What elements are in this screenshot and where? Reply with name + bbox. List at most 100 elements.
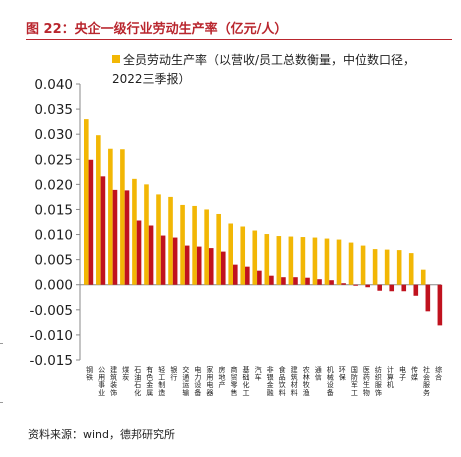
bar-series-b xyxy=(353,284,358,286)
bar-labor-productivity xyxy=(324,238,330,285)
y-tick-label: 0.035 xyxy=(34,102,73,118)
y-tick-label: 0.015 xyxy=(34,202,73,218)
legend-swatch xyxy=(112,55,120,63)
bar-labor-productivity xyxy=(396,250,402,285)
bar-series-b xyxy=(389,284,395,292)
x-tick-label: 综合 xyxy=(435,365,442,382)
x-tick-label: 计算机 xyxy=(387,365,394,389)
bar-labor-productivity xyxy=(276,236,282,285)
x-tick-label: 交通运输 xyxy=(182,365,189,397)
x-tick-label: 房地产 xyxy=(218,365,225,389)
bar-series-b xyxy=(437,284,443,326)
x-tick-label: 纺织服饰 xyxy=(375,365,382,397)
margin-mark xyxy=(0,343,3,344)
y-tick-label: 0.020 xyxy=(34,177,73,193)
x-tick-label: 有色金属 xyxy=(146,365,153,397)
bar-labor-productivity xyxy=(216,213,221,285)
x-tick-label: 家用电器 xyxy=(206,365,213,397)
x-tick-label: 医药生物 xyxy=(363,366,370,397)
bar-labor-productivity xyxy=(156,194,161,285)
bar-series-b xyxy=(160,235,166,285)
y-tick-label: 0.040 xyxy=(34,77,73,93)
chart-title: 图 22：央企一级行业劳动生产率（亿元/人） xyxy=(26,22,288,37)
x-tick-label: 传媒 xyxy=(411,365,418,382)
bar-series-b xyxy=(208,248,214,285)
bar-series-b xyxy=(100,176,106,285)
y-tick-label: 0.000 xyxy=(34,278,73,294)
bar-series-b xyxy=(257,270,262,285)
y-tick-label: -0.005 xyxy=(29,303,73,319)
bar-series-b xyxy=(112,189,118,285)
bar-labor-productivity xyxy=(288,236,294,285)
bar-labor-productivity xyxy=(108,148,113,285)
x-tick-label: 公用事业 xyxy=(98,366,105,397)
bar-labor-productivity xyxy=(312,237,318,285)
bar-series-b xyxy=(329,280,334,285)
bar-series-b xyxy=(305,277,310,285)
bar-labor-productivity xyxy=(132,178,137,285)
bar-labor-productivity xyxy=(384,249,390,285)
bar-labor-productivity xyxy=(144,184,149,285)
bar-labor-productivity xyxy=(348,242,354,285)
x-tick-label: 钢铁 xyxy=(86,365,93,382)
y-tick-label: 0.025 xyxy=(34,152,73,168)
bar-series-b xyxy=(88,159,94,285)
bar-series-b xyxy=(413,284,419,296)
bar-series-b xyxy=(341,283,346,285)
bar-labor-productivity xyxy=(204,209,209,285)
bar-labor-productivity xyxy=(360,245,366,285)
bar-series-b xyxy=(281,277,286,285)
x-tick-label: 电子 xyxy=(399,365,406,382)
bar-series-b xyxy=(365,284,370,288)
bar-series-b xyxy=(401,284,407,292)
x-tick-label: 建筑装饰 xyxy=(110,365,117,397)
bar-labor-productivity xyxy=(84,119,89,285)
bar-series-b xyxy=(184,245,190,285)
bar-labor-productivity xyxy=(228,223,233,285)
bar-series-b xyxy=(233,264,238,285)
margin-mark xyxy=(0,402,3,403)
x-tick-label: 汽车 xyxy=(255,365,262,382)
bar-labor-productivity xyxy=(120,149,125,285)
x-tick-label: 农林牧渔 xyxy=(303,365,310,397)
bar-series-b xyxy=(317,279,322,285)
x-tick-label: 基础化工 xyxy=(243,365,250,397)
bar-series-b xyxy=(220,251,226,285)
bar-labor-productivity xyxy=(168,196,173,285)
bar-labor-productivity xyxy=(180,204,185,285)
x-tick-label: 银行 xyxy=(170,365,177,382)
bar-series-b xyxy=(136,220,142,285)
x-tick-label: 非银金融 xyxy=(267,365,274,397)
x-tick-label: 煤炭 xyxy=(122,365,129,382)
bar-labor-productivity xyxy=(252,230,258,285)
y-tick-label: 0.030 xyxy=(34,127,73,143)
bar-series-b xyxy=(293,277,298,285)
x-tick-label: 环保 xyxy=(339,366,346,382)
legend-label: 全员劳动生产率（以营收/员工总数衡量，中位数口径，2022三季报） xyxy=(112,53,416,86)
x-tick-label: 电力设备 xyxy=(194,365,201,397)
bar-labor-productivity xyxy=(300,237,306,285)
bar-series-b xyxy=(269,275,274,285)
x-tick-label: 机械设备 xyxy=(327,365,334,397)
bar-series-b xyxy=(377,284,382,291)
x-tick-label: 建筑材料 xyxy=(291,365,298,397)
legend: 全员劳动生产率（以营收/员工总数衡量，中位数口径，2022三季报） xyxy=(112,51,442,89)
bar-labor-productivity xyxy=(240,226,246,285)
bar-labor-productivity xyxy=(192,205,197,285)
bar-series-b xyxy=(425,284,431,312)
bar-series-b xyxy=(245,266,250,285)
bar-series-b xyxy=(124,190,130,285)
bar-labor-productivity xyxy=(372,249,378,285)
x-tick-label: 食品饮料 xyxy=(279,365,286,397)
bar-series-b xyxy=(148,225,154,285)
y-tick-label: 0.005 xyxy=(34,253,73,269)
x-tick-label: 国防军工 xyxy=(351,366,358,397)
y-tick-label: -0.010 xyxy=(29,328,73,344)
x-tick-label: 社会服务 xyxy=(423,365,430,397)
x-tick-label: 商贸零售 xyxy=(231,365,238,397)
title-rule xyxy=(26,39,452,40)
x-tick-label: 轻工制造 xyxy=(158,365,165,397)
y-tick-label: -0.015 xyxy=(29,353,73,369)
bar-series-b xyxy=(172,237,178,285)
